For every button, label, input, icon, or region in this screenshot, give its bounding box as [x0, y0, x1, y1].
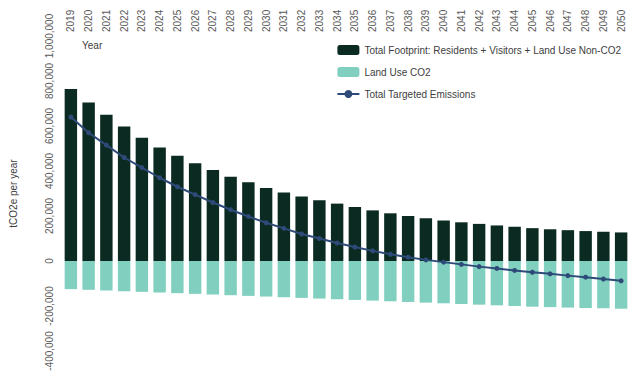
- svg-text:Total Targeted Emissions: Total Targeted Emissions: [364, 89, 475, 100]
- svg-text:2040: 2040: [438, 9, 449, 32]
- svg-text:200,000: 200,000: [44, 197, 55, 234]
- svg-text:Year: Year: [82, 40, 103, 51]
- svg-text:2029: 2029: [243, 9, 254, 32]
- svg-text:Total Footprint: Residents + V: Total Footprint: Residents + Visitors + …: [364, 45, 621, 56]
- svg-text:2035: 2035: [349, 9, 360, 32]
- svg-text:600,000: 600,000: [44, 107, 55, 144]
- svg-text:400,000: 400,000: [44, 152, 55, 189]
- svg-text:2024: 2024: [154, 9, 165, 32]
- svg-text:0: 0: [44, 258, 55, 264]
- svg-text:2021: 2021: [101, 9, 112, 32]
- svg-text:2031: 2031: [278, 9, 289, 32]
- svg-text:2044: 2044: [509, 9, 520, 32]
- svg-text:2048: 2048: [580, 9, 591, 32]
- svg-text:2022: 2022: [119, 9, 130, 32]
- svg-text:2034: 2034: [332, 9, 343, 32]
- svg-text:800,000: 800,000: [44, 62, 55, 99]
- svg-text:-200,000: -200,000: [44, 286, 55, 326]
- svg-text:-400,000: -400,000: [44, 331, 55, 371]
- svg-text:2033: 2033: [314, 9, 325, 32]
- svg-text:2019: 2019: [65, 9, 76, 32]
- svg-text:2045: 2045: [527, 9, 538, 32]
- svg-text:2038: 2038: [403, 9, 414, 32]
- svg-text:2037: 2037: [385, 9, 396, 32]
- svg-text:2023: 2023: [136, 9, 147, 32]
- svg-text:1,000,000: 1,000,000: [44, 13, 55, 58]
- svg-text:2026: 2026: [190, 9, 201, 32]
- svg-text:tCO2e per year: tCO2e per year: [8, 159, 19, 228]
- svg-text:2025: 2025: [172, 9, 183, 32]
- svg-text:2042: 2042: [474, 9, 485, 32]
- svg-text:2049: 2049: [598, 9, 609, 32]
- svg-text:2047: 2047: [562, 9, 573, 32]
- svg-text:2028: 2028: [225, 9, 236, 32]
- svg-text:2032: 2032: [296, 9, 307, 32]
- svg-text:2041: 2041: [456, 9, 467, 32]
- svg-text:Land Use CO2: Land Use CO2: [364, 67, 431, 78]
- svg-text:2050: 2050: [616, 9, 627, 32]
- svg-text:2027: 2027: [207, 9, 218, 32]
- svg-text:2030: 2030: [261, 9, 272, 32]
- svg-text:2020: 2020: [83, 9, 94, 32]
- svg-text:2039: 2039: [420, 9, 431, 32]
- svg-text:2036: 2036: [367, 9, 378, 32]
- svg-text:2043: 2043: [491, 9, 502, 32]
- svg-text:2046: 2046: [545, 9, 556, 32]
